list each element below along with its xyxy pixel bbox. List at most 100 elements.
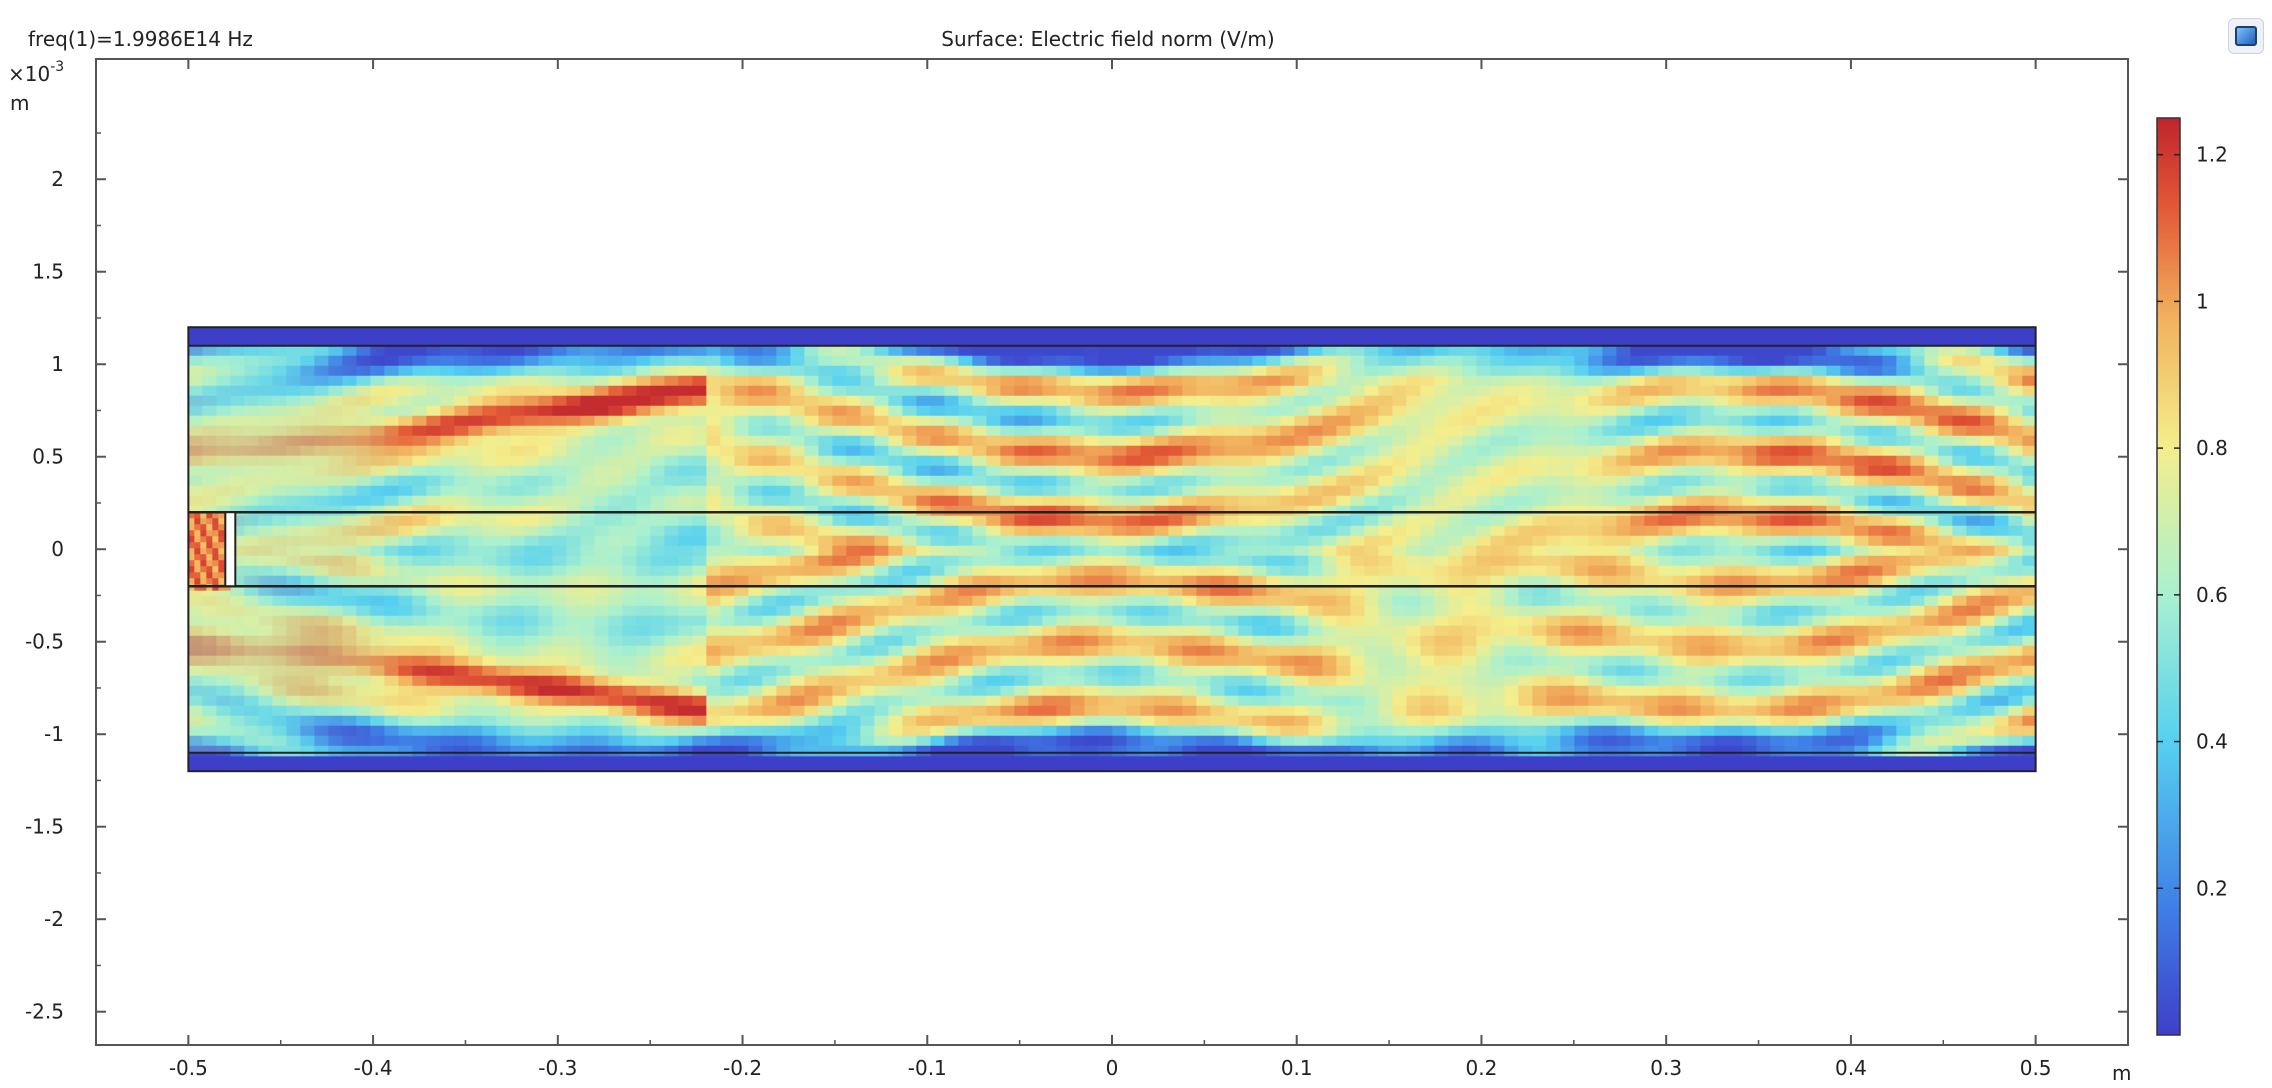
field-cell (1000, 626, 1015, 637)
field-cell (818, 646, 833, 657)
field-cell (1476, 556, 1491, 567)
field-cell (1728, 406, 1743, 417)
field-cell (1252, 396, 1267, 407)
field-cell (720, 446, 735, 457)
field-cell (1560, 596, 1575, 607)
field-cell (1056, 656, 1071, 667)
field-cell (1560, 486, 1575, 497)
field-cell (1378, 696, 1393, 707)
field-cell (748, 526, 763, 537)
field-cell (1756, 596, 1771, 607)
field-cell (958, 426, 973, 437)
field-cell (1490, 516, 1505, 527)
field-cell (1070, 436, 1085, 447)
field-cell (1140, 606, 1155, 617)
field-cell (552, 426, 567, 437)
field-cell (1238, 436, 1253, 447)
field-cell (552, 626, 567, 637)
field-cell (566, 686, 581, 697)
field-cell (1700, 386, 1715, 397)
field-cell (874, 376, 889, 387)
field-cell (1210, 686, 1225, 697)
field-cell (1854, 746, 1869, 757)
field-cell (1812, 626, 1827, 637)
field-cell (1742, 446, 1757, 457)
field-cell (482, 446, 497, 457)
field-cell (552, 696, 567, 707)
field-cell (1336, 436, 1351, 447)
field-cell (454, 576, 469, 587)
field-cell (1672, 606, 1687, 617)
field-cell (1616, 386, 1631, 397)
field-cell (1112, 666, 1127, 677)
field-cell (1630, 676, 1645, 687)
field-cell (874, 496, 889, 507)
field-cell (1350, 736, 1365, 747)
field-cell (482, 716, 497, 727)
field-cell (1560, 696, 1575, 707)
field-cell (944, 536, 959, 547)
field-cell (538, 356, 553, 367)
field-cell (1266, 486, 1281, 497)
field-cell (832, 356, 847, 367)
field-cell (1686, 546, 1701, 557)
field-cell (1168, 496, 1183, 507)
field-cell (1280, 626, 1295, 637)
field-cell (1812, 566, 1827, 577)
field-cell (1714, 636, 1729, 647)
field-cell (454, 646, 469, 657)
field-cell (944, 376, 959, 387)
field-cell (846, 636, 861, 647)
field-cell (1350, 556, 1365, 567)
field-cell (1406, 576, 1421, 587)
field-cell (1224, 436, 1239, 447)
field-cell (1056, 626, 1071, 637)
field-cell (1392, 486, 1407, 497)
field-cell (510, 526, 525, 537)
field-cell (748, 386, 763, 397)
field-cell (1798, 426, 1813, 437)
field-cell (1378, 436, 1393, 447)
field-cell (1728, 536, 1743, 547)
field-cell (1532, 656, 1547, 667)
field-cell (1434, 636, 1449, 647)
field-cell (832, 706, 847, 717)
field-cell (1868, 596, 1883, 607)
field-cell (748, 736, 763, 747)
field-cell (412, 396, 427, 407)
field-cell (986, 416, 1001, 427)
field-cell (468, 646, 483, 657)
field-cell (1588, 656, 1603, 667)
field-cell (1714, 616, 1729, 627)
field-cell (1070, 726, 1085, 737)
field-cell (482, 546, 497, 557)
field-cell (1476, 636, 1491, 647)
field-cell (916, 736, 931, 747)
field-cell (1406, 386, 1421, 397)
field-cell (1882, 376, 1897, 387)
field-cell (1672, 636, 1687, 647)
field-cell (1616, 376, 1631, 387)
field-cell (622, 486, 637, 497)
field-cell (482, 386, 497, 397)
field-cell (1686, 626, 1701, 637)
field-cell (1434, 386, 1449, 397)
field-cell (804, 446, 819, 457)
field-cell (468, 376, 483, 387)
field-cell (1574, 616, 1589, 627)
field-cell (1028, 646, 1043, 657)
field-cell (888, 456, 903, 467)
field-cell (1462, 546, 1477, 557)
field-cell (1238, 396, 1253, 407)
field-cell (1644, 576, 1659, 587)
field-cell (1294, 446, 1309, 457)
field-cell (1224, 346, 1239, 357)
field-cell (1728, 706, 1743, 717)
field-cell (1602, 496, 1617, 507)
field-cell (1462, 406, 1477, 417)
field-cell (1854, 396, 1869, 407)
field-cell (1784, 686, 1799, 697)
field-cell (1644, 536, 1659, 547)
field-cell (804, 456, 819, 467)
field-cell (1560, 426, 1575, 437)
